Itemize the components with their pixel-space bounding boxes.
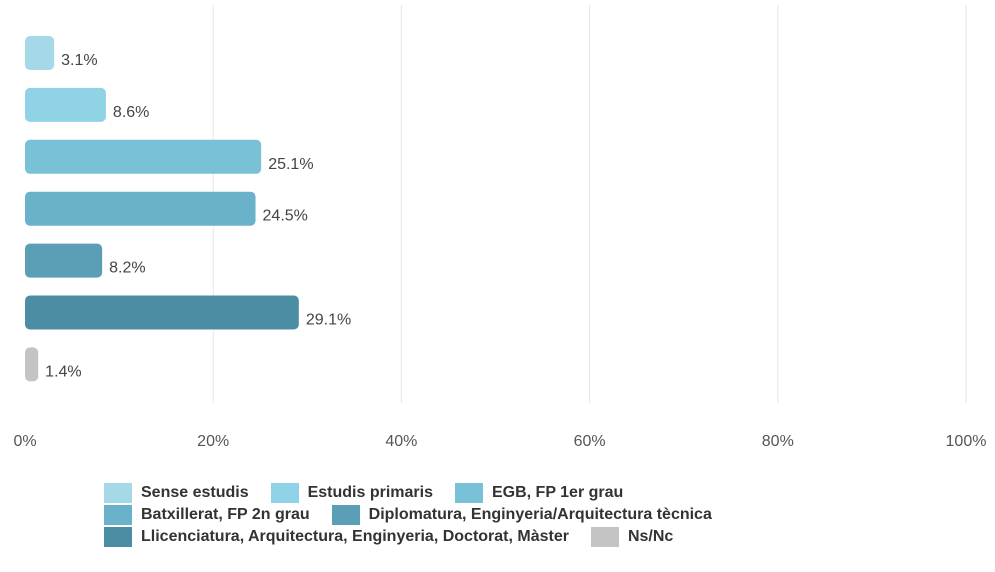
legend-item: Sense estudis <box>104 483 249 503</box>
bar-value-label: 8.2% <box>109 260 145 277</box>
legend-item: Estudis primaris <box>270 483 433 503</box>
legend-swatch <box>104 505 132 525</box>
legend-label: Batxillerat, FP 2n grau <box>141 506 310 523</box>
bar-chart: 0% 20% 40% 60% 80% 100% 3.1% 8.6% 25.1% 24.5% 8.2%… <box>13 5 987 450</box>
legend-item: Batxillerat, FP 2n grau <box>104 505 310 525</box>
legend-row: Llicenciatura, Arquitectura, Enginyeria,… <box>104 526 984 548</box>
legend-row: Batxillerat, FP 2n grau Diplomatura, Engi… <box>104 504 984 526</box>
bar-value-label: 25.1% <box>268 156 313 173</box>
x-tick-label: 80% <box>762 433 794 450</box>
x-tick-label: 60% <box>574 433 606 450</box>
bar-value-label: 3.1% <box>61 52 97 69</box>
legend-swatch <box>104 527 132 547</box>
bar <box>25 36 55 70</box>
legend-label: EGB, FP 1er grau <box>491 484 624 501</box>
legend-item: Ns/Nc <box>590 527 674 547</box>
x-tick-label: 0% <box>13 433 36 450</box>
x-tick-label: 20% <box>197 433 229 450</box>
legend-label: Llicenciatura, Arquitectura, Enginyeria,… <box>141 528 569 545</box>
legend-label: Estudis primaris <box>307 484 433 501</box>
bar-value-label: 29.1% <box>306 312 351 329</box>
legend-row: Sense estudis Estudis primaris EGB, FP 1er… <box>104 482 984 504</box>
x-tick-label: 40% <box>385 433 417 450</box>
legend-label: Ns/Nc <box>627 528 674 545</box>
legend-swatch <box>590 527 619 547</box>
legend-label: Diplomatura, Enginyeria/Arquitectura tèc… <box>368 506 712 523</box>
legend-swatch <box>331 505 360 525</box>
legend-label: Sense estudis <box>141 484 249 501</box>
legend-swatch <box>104 483 132 503</box>
legend-item: Diplomatura, Enginyeria/Arquitectura tèc… <box>331 505 712 525</box>
bar-value-label: 24.5% <box>263 208 308 225</box>
x-tick-label: 100% <box>946 433 987 450</box>
legend-item: EGB, FP 1er grau <box>454 483 624 503</box>
bar <box>25 243 103 278</box>
chart-legend: Sense estudis Estudis primaris EGB, FP 1er… <box>104 482 984 548</box>
bar <box>25 191 256 226</box>
bar-value-label: 8.6% <box>113 104 149 121</box>
bar <box>25 87 106 122</box>
legend-item: Llicenciatura, Arquitectura, Enginyeria,… <box>104 527 569 547</box>
bar <box>25 139 262 174</box>
bar <box>25 295 299 330</box>
legend-swatch <box>270 483 299 503</box>
bar-value-label: 1.4% <box>45 363 81 380</box>
bar <box>25 347 39 382</box>
legend-swatch <box>454 483 483 503</box>
